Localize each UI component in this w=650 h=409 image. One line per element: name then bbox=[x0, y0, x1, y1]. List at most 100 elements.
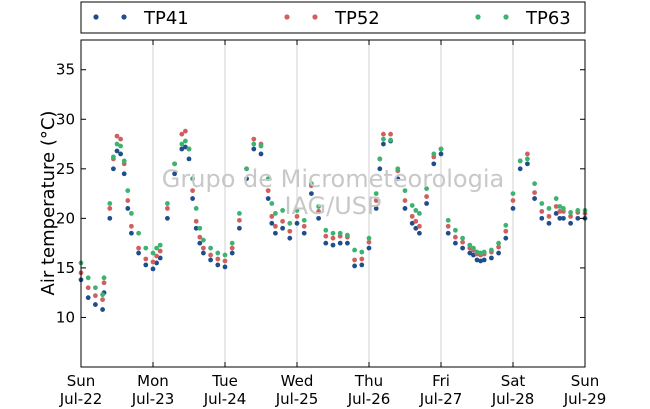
data-point bbox=[431, 151, 437, 157]
data-point bbox=[417, 211, 422, 216]
data-point bbox=[467, 242, 473, 248]
data-point bbox=[453, 227, 458, 233]
data-point bbox=[280, 225, 285, 231]
y-axis-label: Air temperature (°C) bbox=[38, 111, 59, 296]
data-point bbox=[193, 218, 199, 224]
data-point bbox=[445, 230, 451, 236]
data-point bbox=[409, 220, 415, 226]
data-point bbox=[201, 237, 206, 243]
data-point bbox=[377, 156, 383, 162]
data-point bbox=[316, 215, 321, 221]
data-point bbox=[402, 198, 408, 203]
data-point bbox=[532, 196, 537, 201]
data-point bbox=[301, 223, 307, 229]
data-point bbox=[251, 141, 257, 147]
x-tick-label-day: Tue bbox=[211, 372, 238, 390]
x-tick-label-day: Mon bbox=[137, 372, 169, 390]
data-point bbox=[460, 239, 465, 245]
x-tick-label-date: Jul-27 bbox=[419, 390, 463, 408]
data-point bbox=[481, 249, 487, 255]
data-point bbox=[269, 220, 275, 226]
data-point bbox=[111, 154, 116, 160]
data-point bbox=[179, 141, 185, 147]
data-point bbox=[121, 158, 127, 164]
data-point bbox=[125, 188, 131, 194]
x-tick-label-day: Fri bbox=[432, 372, 450, 390]
data-point bbox=[395, 166, 401, 172]
data-point bbox=[460, 235, 465, 241]
legend-marker bbox=[284, 14, 290, 20]
data-point bbox=[269, 201, 275, 206]
data-point bbox=[546, 220, 552, 226]
data-point bbox=[553, 211, 559, 216]
data-point bbox=[100, 307, 105, 312]
watermark: Grupo de Micrometeorologia IAG/USP bbox=[162, 165, 504, 220]
data-point bbox=[453, 240, 458, 246]
data-point bbox=[525, 161, 530, 167]
data-point bbox=[85, 285, 91, 291]
data-point bbox=[330, 242, 336, 248]
data-point bbox=[568, 210, 573, 215]
data-point bbox=[381, 136, 386, 142]
data-point bbox=[330, 235, 336, 241]
legend: TP41 TP52 TP63 bbox=[80, 1, 586, 34]
data-point bbox=[154, 245, 160, 251]
data-point bbox=[129, 211, 134, 216]
data-point bbox=[85, 275, 91, 281]
data-point bbox=[474, 257, 480, 263]
data-point bbox=[323, 233, 329, 239]
data-point bbox=[381, 141, 386, 147]
y-tick-label: 20 bbox=[56, 209, 75, 227]
data-point bbox=[417, 230, 422, 236]
data-point bbox=[478, 258, 483, 264]
data-point bbox=[229, 245, 235, 251]
data-point bbox=[496, 250, 501, 256]
legend-marker bbox=[93, 14, 99, 20]
x-tick-label-date: Jul-24 bbox=[203, 390, 247, 408]
data-point bbox=[154, 260, 160, 266]
data-point bbox=[157, 255, 163, 261]
data-point bbox=[222, 258, 228, 264]
data-point bbox=[111, 166, 116, 172]
data-point bbox=[208, 257, 214, 263]
data-point bbox=[157, 242, 163, 248]
y-tick-label: 10 bbox=[56, 308, 75, 326]
legend-item-tp52: TP52 bbox=[284, 8, 380, 29]
data-point bbox=[143, 262, 149, 268]
legend-marker bbox=[503, 14, 509, 20]
data-point bbox=[388, 137, 393, 143]
data-point bbox=[129, 230, 134, 236]
data-point bbox=[93, 293, 98, 299]
data-point bbox=[345, 240, 350, 246]
data-point bbox=[366, 245, 372, 251]
data-point bbox=[381, 131, 386, 137]
data-point bbox=[165, 201, 170, 206]
data-point bbox=[330, 230, 336, 236]
data-point bbox=[172, 161, 178, 167]
legend-label: TP41 bbox=[143, 8, 189, 29]
data-point bbox=[197, 234, 203, 240]
data-point bbox=[309, 181, 314, 187]
data-point bbox=[229, 250, 235, 256]
legend-label: TP63 bbox=[525, 8, 571, 29]
x-tick-label-day: Sun bbox=[67, 372, 96, 390]
data-point bbox=[417, 223, 422, 229]
data-point bbox=[553, 204, 559, 209]
data-point bbox=[323, 240, 329, 246]
data-point bbox=[424, 201, 429, 206]
x-tick-label-date: Jul-22 bbox=[59, 390, 103, 408]
data-point bbox=[517, 158, 523, 164]
data-point bbox=[154, 253, 160, 259]
data-point bbox=[172, 171, 178, 177]
data-point bbox=[107, 201, 113, 206]
data-point bbox=[352, 257, 357, 263]
data-point bbox=[388, 131, 393, 137]
data-point bbox=[557, 209, 563, 214]
data-point bbox=[496, 240, 501, 246]
legend-item-tp41: TP41 bbox=[93, 8, 189, 29]
data-point bbox=[244, 176, 250, 182]
data-point bbox=[143, 245, 149, 251]
data-point bbox=[287, 220, 293, 226]
data-point bbox=[150, 266, 156, 272]
data-point bbox=[125, 198, 131, 203]
